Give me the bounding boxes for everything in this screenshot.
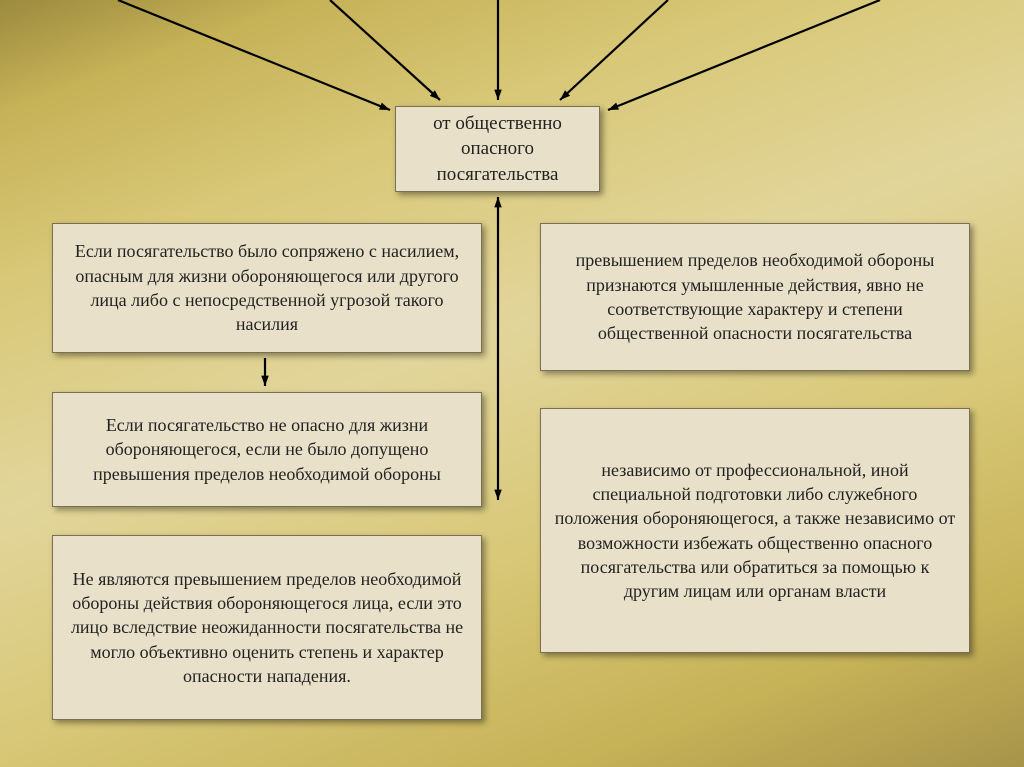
box-right-2-text: независимо от профессиональной, иной спе… [553, 458, 957, 604]
box-right-1-text: превышением пределов необходимой обороны… [553, 248, 957, 345]
box-left-3: Не являются превышением пределов необход… [52, 535, 482, 720]
box-right-1: превышением пределов необходимой обороны… [540, 223, 970, 371]
box-center: от общественно опасного посягательства [395, 106, 600, 192]
box-left-2: Если посягательство не опасно для жизни … [52, 392, 482, 507]
box-left-2-text: Если посягательство не опасно для жизни … [65, 413, 469, 486]
box-left-1: Если посягательство было сопряжено с нас… [52, 223, 482, 353]
box-left-1-text: Если посягательство было сопряжено с нас… [65, 239, 469, 336]
box-left-3-text: Не являются превышением пределов необход… [65, 567, 469, 688]
box-right-2: независимо от профессиональной, иной спе… [540, 408, 970, 653]
box-center-text: от общественно опасного посягательства [408, 111, 587, 188]
